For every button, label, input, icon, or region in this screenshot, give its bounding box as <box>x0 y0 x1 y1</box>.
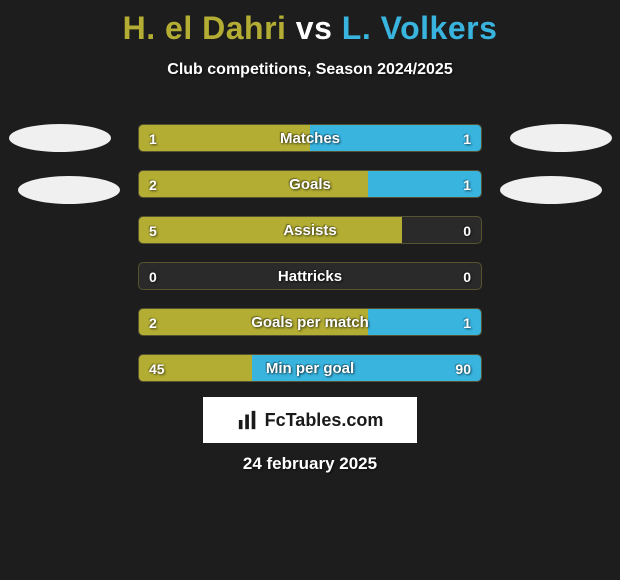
player1-avatar-placeholder-top <box>9 124 111 152</box>
stat-label: Goals <box>139 171 481 198</box>
stat-row: 11Matches <box>138 124 482 152</box>
stat-row: 4590Min per goal <box>138 354 482 382</box>
stat-label: Hattricks <box>139 263 481 290</box>
player1-avatar-placeholder-bottom <box>18 176 120 204</box>
stat-row: 50Assists <box>138 216 482 244</box>
stat-label: Assists <box>139 217 481 244</box>
comparison-date: 24 february 2025 <box>0 454 620 474</box>
stat-row: 21Goals <box>138 170 482 198</box>
player2-avatar-placeholder-top <box>510 124 612 152</box>
brand-text: FcTables.com <box>265 410 384 431</box>
vs-text: vs <box>296 10 333 46</box>
brand-badge[interactable]: FcTables.com <box>203 397 417 443</box>
stat-bars-container: 11Matches 21Goals 50Assists 00Hattricks 21Go… <box>138 124 482 400</box>
subtitle: Club competitions, Season 2024/2025 <box>0 61 620 79</box>
stat-label: Min per goal <box>139 355 481 382</box>
comparison-title: H. el Dahri vs L. Volkers <box>0 0 620 47</box>
player1-name: H. el Dahri <box>123 10 287 46</box>
player2-name: L. Volkers <box>342 10 498 46</box>
stat-row: 21Goals per match <box>138 308 482 336</box>
stat-label: Goals per match <box>139 309 481 336</box>
brand-bars-icon <box>237 409 259 431</box>
player2-avatar-placeholder-bottom <box>500 176 602 204</box>
stat-row: 00Hattricks <box>138 262 482 290</box>
stat-label: Matches <box>139 125 481 152</box>
